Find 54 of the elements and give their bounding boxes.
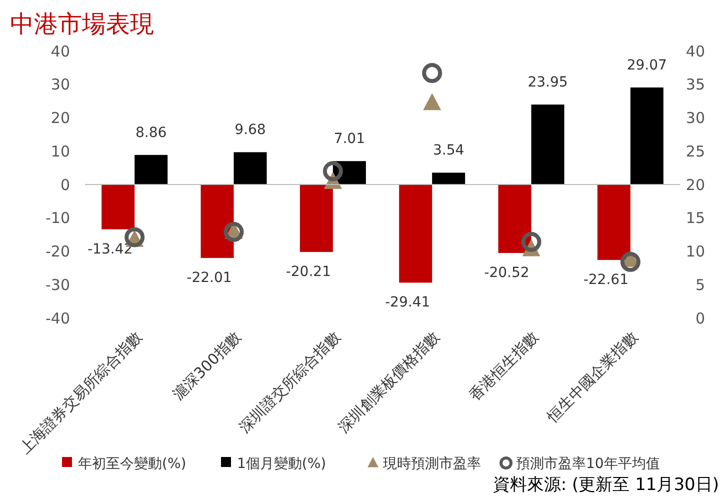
y-tick-label: 0 — [60, 176, 70, 194]
x-tick-label: 上海證券交易所綜合指數 — [16, 328, 146, 458]
y-tick-label: -10 — [46, 209, 70, 228]
bar — [498, 184, 532, 253]
source-note: 資料來源: (更新至 11月30日) — [492, 475, 719, 495]
bar — [597, 184, 630, 260]
y2-tick-label: 20 — [686, 176, 705, 194]
bar — [200, 184, 234, 258]
x-tick-label: 香港恒生指數 — [466, 328, 542, 404]
data-label: -20.52 — [484, 264, 530, 281]
point — [620, 252, 640, 272]
y-tick-label: -40 — [46, 309, 70, 328]
data-label: 7.01 — [334, 131, 366, 148]
legend-label: 1個月變動(%) — [237, 456, 326, 472]
data-label: 3.54 — [432, 142, 464, 159]
y2-tick-label: 10 — [686, 242, 705, 260]
bar — [531, 104, 564, 184]
y2-tick-label: 0 — [695, 309, 705, 328]
point — [422, 63, 442, 84]
data-label: -29.41 — [385, 294, 430, 311]
y-tick-label: -20 — [46, 242, 70, 260]
data-label: 9.68 — [234, 122, 266, 138]
data-label: -20.21 — [286, 264, 331, 280]
y-tick-label: 40 — [50, 42, 70, 60]
bar — [399, 184, 432, 283]
data-label: -22.01 — [186, 270, 232, 286]
point — [521, 232, 542, 252]
data-label: 8.86 — [135, 124, 167, 141]
bar — [630, 87, 664, 184]
y2-tick-label: 5 — [695, 276, 705, 294]
y2-tick-label: 30 — [686, 109, 705, 127]
point — [322, 161, 343, 182]
chart-title: 中港市場表現 — [10, 10, 154, 38]
legend-label: 年初至今變動(%) — [78, 456, 186, 472]
y-tick-label: 20 — [50, 109, 70, 127]
bar — [432, 172, 466, 184]
y2-tick-label: 15 — [686, 209, 705, 228]
legend-label: 預測市盈率10年平均值 — [516, 456, 660, 472]
bar — [300, 184, 333, 252]
bar — [234, 152, 267, 184]
data-label: -22.61 — [583, 272, 628, 288]
y-tick-label: 10 — [50, 142, 70, 160]
bar — [102, 184, 135, 230]
x-tick-label: 恒生中國企業指數 — [542, 328, 642, 426]
y-tick-label: 30 — [50, 76, 70, 94]
legend-label: 現時預測市盈率 — [383, 456, 481, 472]
point — [423, 93, 442, 110]
data-label: 23.95 — [528, 74, 568, 91]
y2-tick-label: 25 — [686, 142, 705, 160]
y2-tick-label: 35 — [686, 76, 705, 94]
data-label: 29.07 — [626, 57, 667, 74]
y-tick-label: -30 — [46, 276, 70, 294]
y2-tick-label: 40 — [686, 42, 705, 60]
bar — [134, 154, 168, 184]
